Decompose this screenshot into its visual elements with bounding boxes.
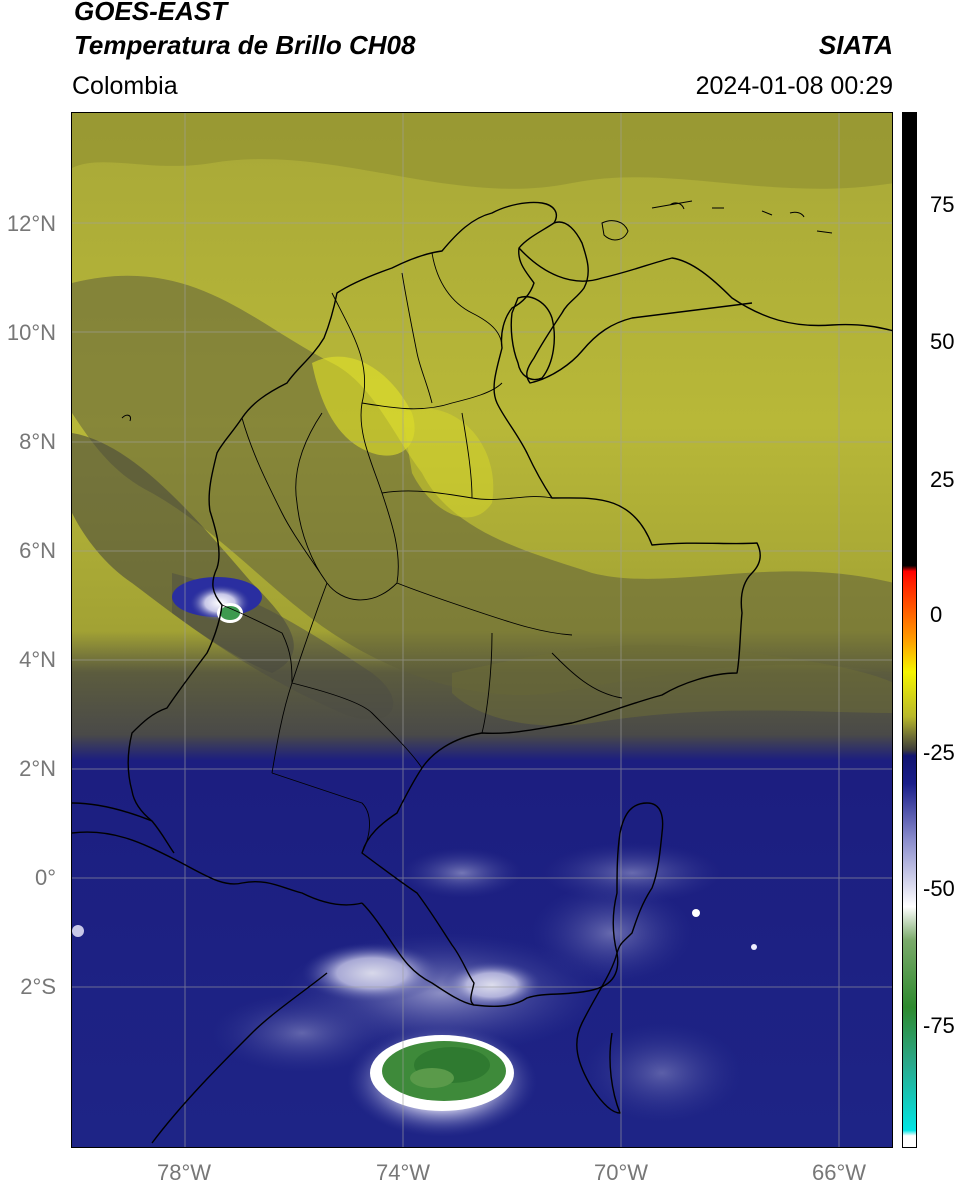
lon-label: 66°W (812, 1160, 867, 1185)
caribbean-coast (526, 221, 753, 384)
lat-label: 0° (34, 865, 56, 890)
lon-label: 74°W (376, 1160, 431, 1185)
peru-border (151, 902, 475, 1144)
lon-label: 70°W (594, 1160, 649, 1185)
colorbar-tick-label: 50 (930, 329, 955, 354)
datetime-label: 2024-01-08 00:29 (695, 72, 893, 100)
agency-label: SIATA (818, 30, 893, 60)
lon-label: 78°W (157, 1160, 212, 1185)
lat-label: 6°N (19, 538, 56, 563)
lat-label: 12°N (6, 211, 56, 236)
brazil-border (576, 952, 621, 1114)
pacific-coast (127, 417, 243, 854)
colombia-outline (241, 201, 761, 1008)
political-borders (72, 200, 892, 1144)
departmental-lines (221, 252, 623, 854)
venezuela-border (518, 247, 892, 332)
colorbar-tick-label: -25 (923, 740, 955, 765)
islands (121, 200, 833, 422)
lat-label: 8°N (19, 429, 56, 454)
ecuador-border (72, 802, 363, 906)
colorbar-tick-label: 25 (930, 467, 955, 492)
region-label: Colombia (72, 72, 178, 100)
graticule (72, 113, 892, 1147)
lat-label: 10°N (6, 320, 56, 345)
convective-clouds (72, 577, 757, 1137)
lat-label: 2°S (20, 974, 56, 999)
satellite-title: GOES-EAST (74, 0, 228, 26)
lake-maracaibo (510, 296, 555, 381)
satellite-map (71, 112, 893, 1148)
lat-label: 2°N (19, 756, 56, 781)
colorbar-tick-label: -75 (923, 1013, 955, 1038)
lat-label: 4°N (19, 647, 56, 672)
colorbar-tick-label: 0 (930, 602, 943, 627)
colorbar (902, 112, 917, 1148)
colorbar-tick-label: -50 (923, 876, 955, 901)
product-title: Temperatura de Brillo CH08 (74, 30, 416, 60)
colorbar-tick-label: 75 (930, 192, 955, 217)
